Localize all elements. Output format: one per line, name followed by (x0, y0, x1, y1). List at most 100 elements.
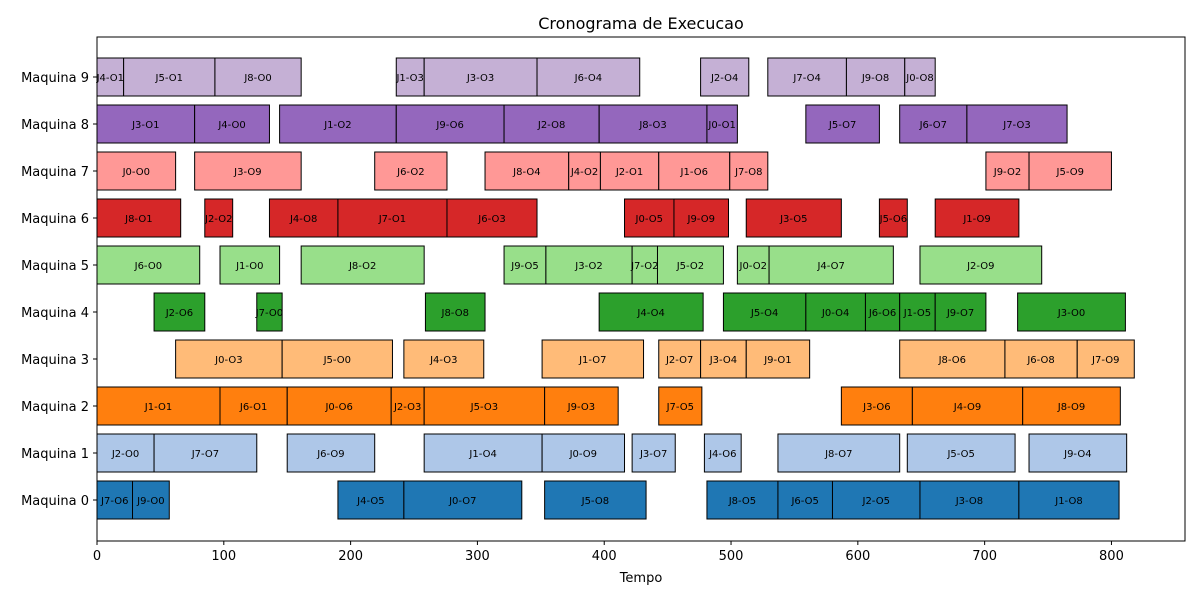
task-label: J4-O4 (636, 308, 664, 319)
task-label: J9-O6 (435, 120, 463, 131)
task-label: J1-O9 (962, 214, 990, 225)
task-label: J9-O3 (567, 402, 595, 413)
task-label: J6-O4 (574, 73, 602, 84)
task-label: J7-O3 (1002, 120, 1030, 131)
task-bar-j8-o5 (706, 480, 779, 520)
task-bar-j9-o4 (1028, 433, 1128, 473)
task-bar-j5-o3 (423, 386, 546, 426)
task-label: J7-O5 (666, 402, 694, 413)
task-label: J0-O2 (739, 261, 767, 272)
task-bar-j0-o5 (624, 198, 675, 238)
task-label: J1-O5 (903, 308, 931, 319)
task-bar-j0-o8 (904, 57, 936, 97)
task-label: J8-O5 (728, 496, 756, 507)
task-label: J5-O5 (946, 449, 974, 460)
task-label: J4-O6 (708, 449, 736, 460)
y-tick-label: Maquina 8 (21, 118, 89, 133)
task-label: J8-O4 (512, 167, 540, 178)
x-tick-label: 200 (338, 549, 363, 564)
task-bar-j8-o9 (1022, 386, 1121, 426)
task-bar-j5-o8 (544, 480, 647, 520)
task-label: J7-O2 (630, 261, 658, 272)
task-bar-j0-o6 (286, 386, 392, 426)
task-label: J2-O4 (710, 73, 738, 84)
task-label: J5-O8 (581, 496, 609, 507)
task-bar-j8-o4 (484, 151, 570, 191)
task-bar-j2-o8 (503, 104, 600, 144)
task-label: J8-O1 (124, 214, 152, 225)
task-label: J0-O5 (635, 214, 663, 225)
task-label: J5-O6 (879, 214, 907, 225)
task-bar-j0-o2 (736, 245, 770, 285)
task-label: J4-O3 (429, 355, 457, 366)
task-bar-j4-o4 (598, 292, 704, 332)
task-label: J2-O1 (615, 167, 643, 178)
task-bar-j2-o6 (153, 292, 206, 332)
task-label: J4-O9 (953, 402, 981, 413)
task-bar-j3-o5 (745, 198, 842, 238)
task-label: J9-O0 (136, 496, 164, 507)
task-label: J3-O4 (709, 355, 737, 366)
task-bar-j4-o8 (268, 198, 339, 238)
task-bar-j7-o5 (658, 386, 703, 426)
task-bar-j5-o2 (656, 245, 724, 285)
y-tick-label: Maquina 9 (21, 71, 89, 86)
task-label: J9-O8 (861, 73, 889, 84)
task-bar-j4-o1 (96, 57, 125, 97)
task-bar-j2-o1 (599, 151, 660, 191)
task-bar-j6-o4 (536, 57, 641, 97)
x-tick-label: 100 (211, 549, 236, 564)
task-bar-j9-o5 (503, 245, 547, 285)
task-bar-j7-o6 (96, 480, 134, 520)
y-tick-label: Maquina 7 (21, 165, 89, 180)
bars-layer: J7-O6 J9-O0 J4-O5 J0-O7 J5-O8 J8-O5 J6-O5 J2-O5… (96, 57, 1135, 520)
task-label: J1-O0 (235, 261, 263, 272)
task-bar-j3-o1 (96, 104, 196, 144)
x-tick-label: 500 (719, 549, 744, 564)
task-label: J2-O8 (537, 120, 565, 131)
y-tick-label: Maquina 0 (21, 494, 89, 509)
task-label: J6-O2 (396, 167, 424, 178)
task-label: J4-O0 (217, 120, 245, 131)
task-bar-j8-o8 (424, 292, 486, 332)
task-bar-j1-o0 (219, 245, 281, 285)
task-label: J0-O6 (324, 402, 352, 413)
task-bar-j0-o1 (706, 104, 738, 144)
task-bar-j2-o0 (96, 433, 155, 473)
task-label: J7-O6 (100, 496, 128, 507)
x-tick-label: 300 (465, 549, 490, 564)
task-label: J8-O7 (824, 449, 852, 460)
task-bar-j6-o9 (286, 433, 376, 473)
task-label: J6-O1 (239, 402, 267, 413)
task-bar-j9-o7 (934, 292, 987, 332)
task-label: J5-O1 (155, 73, 183, 84)
task-bar-j9-o3 (544, 386, 619, 426)
task-bar-j5-o7 (805, 104, 880, 144)
task-bar-j9-o1 (745, 339, 811, 379)
task-bar-j2-o3 (390, 386, 425, 426)
task-bar-j3-o0 (1017, 292, 1126, 332)
task-bar-j8-o2 (300, 245, 425, 285)
task-label: J2-O0 (111, 449, 139, 460)
task-bar-j5-o6 (878, 198, 908, 238)
task-label: J0-O0 (122, 167, 150, 178)
task-bar-j1-o3 (395, 57, 425, 97)
task-bar-j3-o4 (700, 339, 747, 379)
task-bar-j4-o7 (768, 245, 894, 285)
task-label: J7-O7 (191, 449, 219, 460)
task-bar-j5-o0 (281, 339, 393, 379)
task-label: J4-O7 (816, 261, 844, 272)
task-label: J5-O7 (828, 120, 856, 131)
task-label: J2-O7 (665, 355, 693, 366)
task-label: J6-O5 (790, 496, 818, 507)
task-bar-j9-o9 (673, 198, 729, 238)
task-bar-j2-o4 (700, 57, 750, 97)
task-label: J1-O1 (144, 402, 172, 413)
task-label: J3-O9 (233, 167, 261, 178)
task-bar-j9-o2 (985, 151, 1030, 191)
task-bar-j5-o9 (1028, 151, 1112, 191)
task-bar-j2-o2 (204, 198, 234, 238)
task-label: J1-O2 (323, 120, 351, 131)
task-bar-j0-o4 (805, 292, 866, 332)
task-bar-j1-o8 (1018, 480, 1120, 520)
